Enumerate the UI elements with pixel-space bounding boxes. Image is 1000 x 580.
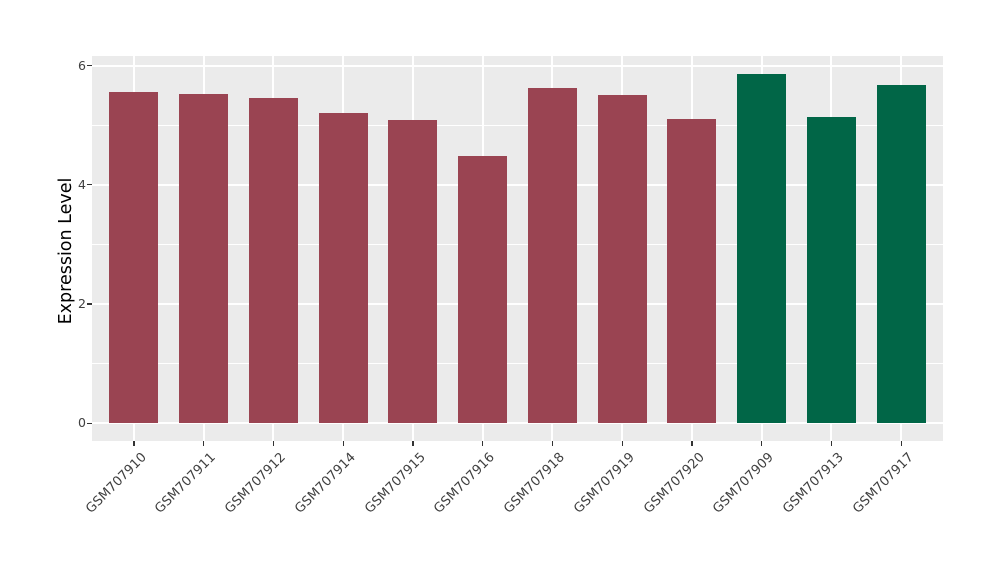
y-gridline-major <box>92 183 943 186</box>
y-gridline-major <box>92 64 943 67</box>
bar-GSM707914 <box>318 112 368 424</box>
bar-GSM707920 <box>667 118 717 424</box>
x-tick-mark <box>621 441 623 446</box>
bar-GSM707916 <box>458 155 508 424</box>
x-tick-label: GSM707914 <box>292 450 359 517</box>
bar-GSM707917 <box>876 84 926 424</box>
y-gridline-minor <box>92 363 943 365</box>
x-tick-label: GSM707916 <box>431 450 499 517</box>
y-tick-label: 4 <box>78 176 86 192</box>
x-tick-label: GSM707913 <box>780 450 848 517</box>
x-tick-mark <box>272 441 275 446</box>
x-tick-label: GSM707917 <box>850 450 917 517</box>
x-tick-mark <box>761 441 763 446</box>
bar-GSM707911 <box>179 93 228 424</box>
y-tick-label: 6 <box>78 57 86 73</box>
x-tick-label: GSM707920 <box>640 450 708 517</box>
x-tick-mark <box>900 441 902 446</box>
bar-GSM707910 <box>109 92 159 424</box>
x-tick-label: GSM707910 <box>82 450 150 517</box>
x-tick-mark <box>551 441 554 446</box>
y-tick-mark <box>87 65 92 67</box>
y-tick-mark <box>87 422 92 424</box>
y-axis-title: Expression Level <box>56 177 76 325</box>
x-tick-label: GSM707912 <box>222 450 289 517</box>
y-gridline-minor <box>92 243 943 245</box>
bar-GSM707918 <box>527 87 577 424</box>
x-tick-mark <box>342 441 344 446</box>
bar-GSM707915 <box>388 120 438 424</box>
y-gridline-minor <box>92 124 943 126</box>
y-gridline-major <box>92 422 943 425</box>
bar-GSM707919 <box>597 94 647 424</box>
bar-GSM707912 <box>248 97 298 424</box>
bar-GSM707913 <box>806 116 856 424</box>
x-tick-mark <box>691 441 693 446</box>
x-tick-label: GSM707915 <box>361 450 429 517</box>
y-tick-label: 2 <box>78 295 86 311</box>
x-tick-label: GSM707918 <box>501 450 568 517</box>
x-tick-label: GSM707909 <box>710 450 778 517</box>
y-tick-mark <box>87 184 92 186</box>
x-tick-mark <box>482 441 484 446</box>
x-tick-label: GSM707919 <box>571 450 638 517</box>
bar-GSM707909 <box>737 73 787 424</box>
y-tick-mark <box>87 303 92 305</box>
x-tick-mark <box>412 441 414 446</box>
y-gridline-major <box>92 302 943 305</box>
x-tick-mark <box>133 441 135 446</box>
y-tick-label: 0 <box>78 415 86 431</box>
x-tick-mark <box>203 441 205 446</box>
x-tick-mark <box>830 441 833 446</box>
plot-panel <box>92 56 943 441</box>
x-tick-label: GSM707911 <box>152 450 220 517</box>
